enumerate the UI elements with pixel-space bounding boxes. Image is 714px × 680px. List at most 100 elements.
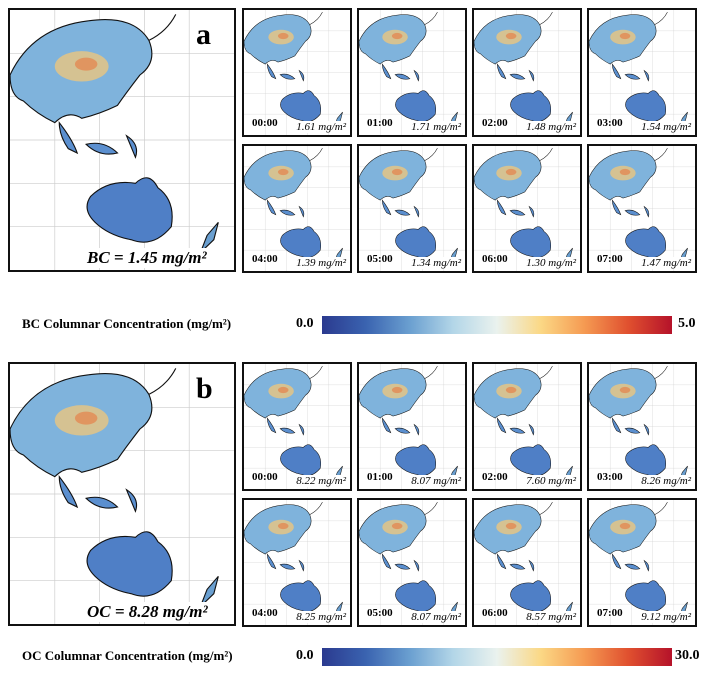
time-label: 04:00 xyxy=(252,253,278,265)
australia xyxy=(280,226,321,258)
hourly-mean: 1.47 mg/m² xyxy=(637,257,691,269)
hourly-mean: 7.60 mg/m² xyxy=(522,475,576,487)
time-label: 05:00 xyxy=(367,607,393,619)
mean-label: BC = 1.45 mg/m² xyxy=(84,248,210,268)
australia xyxy=(395,226,436,258)
southeast-asia xyxy=(497,553,535,572)
colorbar-max: 30.0 xyxy=(675,648,700,663)
southeast-asia xyxy=(267,417,305,436)
time-label: 04:00 xyxy=(252,607,278,619)
time-label: 00:00 xyxy=(252,471,278,483)
hourly-map: 02:00 7.60 mg/m² xyxy=(472,362,582,491)
southeast-asia xyxy=(58,475,138,513)
time-label: 02:00 xyxy=(482,117,508,129)
overview-map xyxy=(8,8,236,272)
australia xyxy=(625,90,666,122)
australia xyxy=(395,90,436,122)
time-label: 00:00 xyxy=(252,117,278,129)
hourly-mean: 1.71 mg/m² xyxy=(407,121,461,133)
hourly-map: 00:00 1.61 mg/m² xyxy=(242,8,352,137)
hourly-map: 04:00 8.25 mg/m² xyxy=(242,498,352,627)
hourly-mean: 9.12 mg/m² xyxy=(637,611,691,623)
colorbar-label: BC Columnar Concentration (mg/m²) xyxy=(22,316,232,331)
southeast-asia xyxy=(267,63,305,82)
hourly-mean: 1.54 mg/m² xyxy=(637,121,691,133)
time-label: 01:00 xyxy=(367,471,393,483)
hourly-map: 07:00 9.12 mg/m² xyxy=(587,498,697,627)
australia xyxy=(280,90,321,122)
hourly-map: 01:00 8.07 mg/m² xyxy=(357,362,467,491)
colorbar xyxy=(322,316,672,334)
australia xyxy=(86,177,173,243)
mean-label: OC = 8.28 mg/m² xyxy=(84,602,211,622)
southeast-asia xyxy=(497,199,535,218)
hourly-mean: 8.26 mg/m² xyxy=(637,475,691,487)
southeast-asia xyxy=(382,553,420,572)
panel-letter: a xyxy=(196,18,211,51)
time-label: 06:00 xyxy=(482,253,508,265)
colorbar-label: OC Columnar Concentration (mg/m²) xyxy=(22,648,233,663)
australia xyxy=(280,444,321,476)
hourly-mean: 1.61 mg/m² xyxy=(292,121,346,133)
colorbar-max: 5.0 xyxy=(678,316,696,331)
colorbar-min: 0.0 xyxy=(296,316,314,331)
new-zealand xyxy=(199,221,219,254)
time-label: 06:00 xyxy=(482,607,508,619)
hourly-map: 06:00 8.57 mg/m² xyxy=(472,498,582,627)
hourly-mean: 1.30 mg/m² xyxy=(522,257,576,269)
hourly-mean: 8.25 mg/m² xyxy=(292,611,346,623)
time-label: 01:00 xyxy=(367,117,393,129)
time-label: 03:00 xyxy=(597,117,623,129)
southeast-asia xyxy=(382,63,420,82)
hourly-mean: 1.39 mg/m² xyxy=(292,257,346,269)
time-label: 02:00 xyxy=(482,471,508,483)
hourly-map: 03:00 8.26 mg/m² xyxy=(587,362,697,491)
time-label: 03:00 xyxy=(597,471,623,483)
hourly-mean: 8.07 mg/m² xyxy=(407,611,461,623)
hourly-mean: 8.22 mg/m² xyxy=(292,475,346,487)
hourly-mean: 1.34 mg/m² xyxy=(407,257,461,269)
colorbar-min: 0.0 xyxy=(296,648,314,663)
hourly-map: 04:00 1.39 mg/m² xyxy=(242,144,352,273)
time-label: 05:00 xyxy=(367,253,393,265)
southeast-asia xyxy=(612,63,650,82)
southeast-asia xyxy=(382,199,420,218)
colorbar xyxy=(322,648,672,666)
southeast-asia xyxy=(267,553,305,572)
hourly-mean: 8.57 mg/m² xyxy=(522,611,576,623)
southeast-asia xyxy=(382,417,420,436)
australia xyxy=(625,226,666,258)
australia xyxy=(510,90,551,122)
southeast-asia xyxy=(497,417,535,436)
southeast-asia xyxy=(497,63,535,82)
hourly-map: 01:00 1.71 mg/m² xyxy=(357,8,467,137)
hourly-map: 03:00 1.54 mg/m² xyxy=(587,8,697,137)
southeast-asia xyxy=(612,199,650,218)
new-zealand xyxy=(199,575,219,608)
australia xyxy=(510,580,551,612)
australia xyxy=(395,444,436,476)
australia xyxy=(86,531,173,597)
hourly-map: 05:00 1.34 mg/m² xyxy=(357,144,467,273)
panel-letter: b xyxy=(196,372,213,405)
hourly-map: 05:00 8.07 mg/m² xyxy=(357,498,467,627)
hourly-map: 06:00 1.30 mg/m² xyxy=(472,144,582,273)
australia xyxy=(510,226,551,258)
australia xyxy=(625,444,666,476)
hourly-map: 00:00 8.22 mg/m² xyxy=(242,362,352,491)
hourly-mean: 1.48 mg/m² xyxy=(522,121,576,133)
hourly-map: 02:00 1.48 mg/m² xyxy=(472,8,582,137)
time-label: 07:00 xyxy=(597,607,623,619)
southeast-asia xyxy=(612,417,650,436)
overview-map xyxy=(8,362,236,626)
hourly-mean: 8.07 mg/m² xyxy=(407,475,461,487)
southeast-asia xyxy=(267,199,305,218)
southeast-asia xyxy=(612,553,650,572)
australia xyxy=(395,580,436,612)
australia xyxy=(280,580,321,612)
australia xyxy=(510,444,551,476)
time-label: 07:00 xyxy=(597,253,623,265)
hourly-map: 07:00 1.47 mg/m² xyxy=(587,144,697,273)
australia xyxy=(625,580,666,612)
southeast-asia xyxy=(58,121,138,159)
